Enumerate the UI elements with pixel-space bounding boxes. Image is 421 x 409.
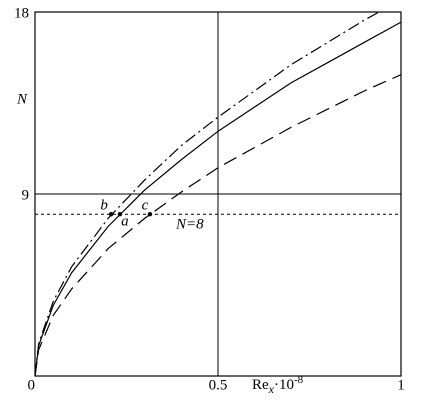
point-label: c [142,198,149,214]
x-tick-label: 1 [397,377,405,393]
y-axis-label: N [16,91,28,107]
y-tick-label: 9 [22,187,30,203]
curve [34,21,402,377]
x-label-base: Re [252,377,269,393]
curve [34,74,402,377]
x-tick-label: 0 [28,377,36,393]
y-tick-label: 18 [14,5,29,21]
x-tick-label: 0.5 [209,377,228,393]
point-label: b [100,198,108,214]
point [117,212,123,217]
point [147,212,153,217]
curve [34,11,380,377]
x-label-sup: -8 [294,374,304,386]
x-label-sub: x [268,382,275,396]
reference-label: N=8 [175,217,204,233]
x-axis-label: Rex·10-8 [252,374,304,396]
point [108,212,114,217]
point-label: a [121,214,129,230]
x-label-mid: ·10 [274,377,294,393]
